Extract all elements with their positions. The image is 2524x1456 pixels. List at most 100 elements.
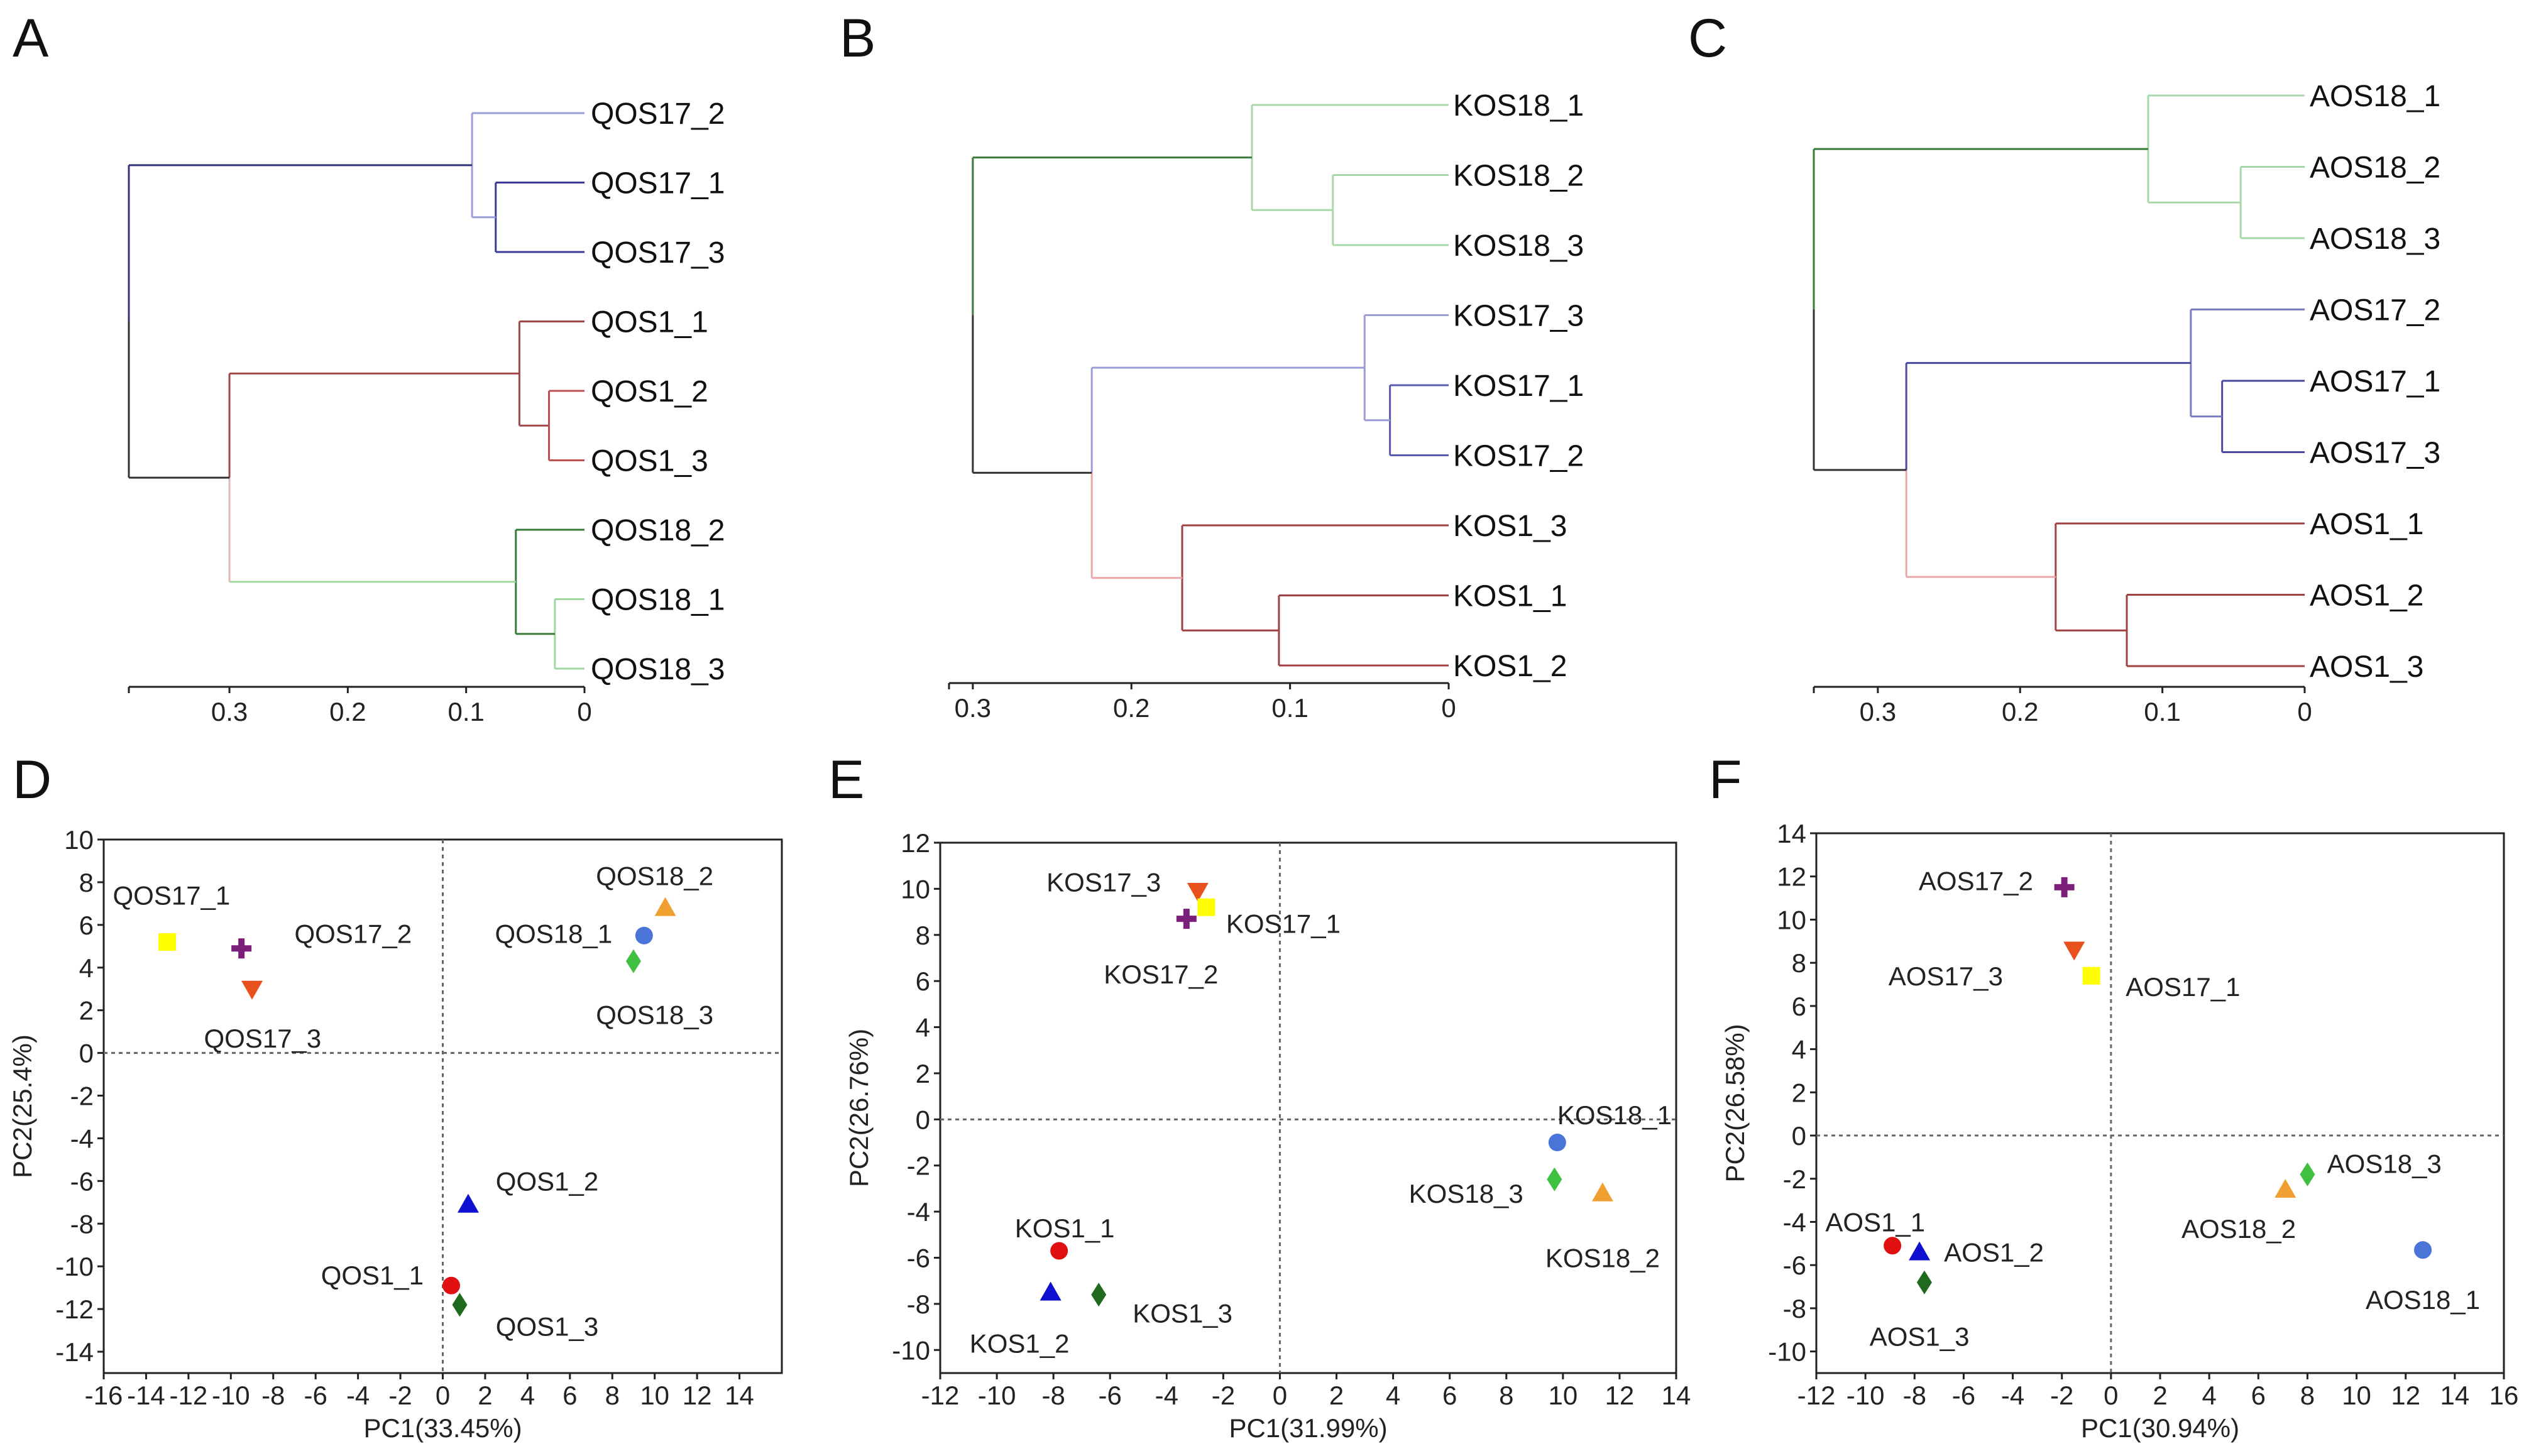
x-tick-label: -14 xyxy=(127,1381,165,1410)
point-label: QOS1_1 xyxy=(321,1261,424,1290)
axis-tick-label: 0.1 xyxy=(1271,693,1308,723)
x-tick-label: 4 xyxy=(1386,1381,1400,1410)
x-tick-label: 0 xyxy=(436,1381,450,1410)
x-tick-label: -8 xyxy=(261,1381,285,1410)
y-tick-label: 8 xyxy=(79,868,94,897)
y-tick-label: -2 xyxy=(70,1081,94,1111)
point-label: QOS18_3 xyxy=(596,1000,713,1029)
x-tick-label: -4 xyxy=(2001,1381,2024,1410)
scatter-panel-d: D-16 -14 -12 -10 -8 -6 -4 -2 0 2 4 6 8 10 12 14-14-12-1… xyxy=(8,750,783,1443)
point-marker xyxy=(1884,1237,1902,1255)
y-axis-title: PC2(25.4%) xyxy=(8,1034,37,1178)
y-tick-label: -2 xyxy=(1783,1164,1806,1194)
axis-tick-label: 0 xyxy=(2297,697,2312,726)
x-tick-label: 10 xyxy=(1548,1381,1578,1410)
point-label: QOS1_3 xyxy=(496,1311,598,1341)
point-label: AOS17_1 xyxy=(2126,972,2240,1002)
y-tick-label: 2 xyxy=(916,1059,930,1088)
x-axis-title: PC1(30.94%) xyxy=(2081,1413,2239,1443)
point-marker xyxy=(442,1276,460,1295)
y-tick-label: 6 xyxy=(916,966,930,996)
leaf-label: QOS17_1 xyxy=(591,167,725,200)
x-tick-label: -12 xyxy=(1797,1381,1836,1410)
point-label: KOS1_1 xyxy=(1015,1213,1115,1243)
x-tick-label: -6 xyxy=(1952,1381,1975,1410)
y-tick-label: 6 xyxy=(1792,992,1806,1021)
x-tick-label: -10 xyxy=(978,1381,1016,1410)
y-tick-label: -2 xyxy=(907,1151,930,1181)
x-tick-label: 10 xyxy=(640,1381,669,1410)
point-marker xyxy=(158,933,177,951)
point-label: QOS18_1 xyxy=(495,919,612,948)
y-tick-label: 4 xyxy=(79,953,94,983)
point-label: AOS17_3 xyxy=(1889,961,2003,991)
y-axis-title: PC2(26.58%) xyxy=(1720,1024,1750,1182)
y-tick-label: -6 xyxy=(70,1166,94,1196)
x-tick-label: -6 xyxy=(1099,1381,1122,1410)
leaf-label: QOS17_2 xyxy=(591,97,725,131)
leaf-label: QOS17_3 xyxy=(591,236,725,270)
x-tick-label: 12 xyxy=(2391,1381,2420,1410)
y-tick-label: -8 xyxy=(70,1209,94,1239)
x-tick-label: 12 xyxy=(683,1381,712,1410)
y-tick-label: 8 xyxy=(1792,948,1806,978)
leaf-label: KOS17_2 xyxy=(1453,440,1584,473)
y-tick-label: 14 xyxy=(1777,819,1806,848)
leaf-label: AOS18_1 xyxy=(2310,80,2440,113)
y-tick-label: -8 xyxy=(907,1289,930,1319)
point-marker xyxy=(452,1293,468,1317)
x-tick-label: 8 xyxy=(605,1381,620,1410)
x-tick-label: 0 xyxy=(1273,1381,1287,1410)
x-tick-label: 2 xyxy=(1329,1381,1344,1410)
point-marker xyxy=(1197,898,1215,916)
point-label: KOS18_2 xyxy=(1545,1244,1660,1273)
x-tick-label: 6 xyxy=(1442,1381,1457,1410)
y-tick-label: -10 xyxy=(55,1252,94,1281)
point-marker xyxy=(1548,1134,1566,1152)
y-tick-label: -4 xyxy=(70,1124,94,1153)
point-label: AOS18_1 xyxy=(2366,1285,2480,1315)
leaf-label: KOS18_2 xyxy=(1453,160,1584,193)
x-tick-label: -2 xyxy=(1212,1381,1235,1410)
leaf-label: QOS1_3 xyxy=(591,445,708,478)
point-label: KOS17_3 xyxy=(1046,867,1161,897)
axis-tick-label: 0.2 xyxy=(1113,693,1150,723)
leaf-label: QOS18_3 xyxy=(591,653,725,686)
x-tick-label: -8 xyxy=(1903,1381,1926,1410)
x-tick-label: 0 xyxy=(2104,1381,2118,1410)
y-tick-label: 6 xyxy=(79,911,94,940)
x-tick-label: -10 xyxy=(1846,1381,1885,1410)
y-tick-label: 2 xyxy=(1792,1078,1806,1107)
y-tick-label: 12 xyxy=(1777,862,1806,892)
x-tick-label: 12 xyxy=(1605,1381,1635,1410)
point-marker xyxy=(1050,1242,1068,1260)
axis-tick-label: 0.3 xyxy=(211,697,248,726)
axis-tick-label: 0.3 xyxy=(955,693,991,723)
x-tick-label: 6 xyxy=(562,1381,577,1410)
x-tick-label: 8 xyxy=(1499,1381,1513,1410)
y-tick-label: 10 xyxy=(901,874,930,904)
point-marker xyxy=(1040,1281,1062,1301)
leaf-label: AOS17_2 xyxy=(2310,294,2440,327)
point-label: KOS1_3 xyxy=(1133,1299,1232,1328)
y-tick-label: -4 xyxy=(907,1197,930,1227)
x-tick-label: -12 xyxy=(170,1381,208,1410)
point-marker xyxy=(1916,1270,1932,1295)
point-label: KOS18_3 xyxy=(1409,1179,1523,1208)
point-label: QOS18_2 xyxy=(596,862,713,891)
x-tick-label: -16 xyxy=(85,1381,123,1410)
point-marker xyxy=(2274,1178,2296,1198)
point-marker xyxy=(241,980,263,1000)
x-tick-label: 2 xyxy=(2153,1381,2167,1410)
point-marker xyxy=(1591,1182,1613,1201)
point-marker xyxy=(654,897,676,916)
y-tick-label: 0 xyxy=(79,1039,94,1068)
point-label: QOS17_3 xyxy=(204,1024,321,1053)
y-tick-label: -12 xyxy=(55,1295,94,1324)
dendrogram-panel-a: A QOS17_2 QOS17_1 QOS17_3 QOS1_1 QOS1_2 QOS1_3… xyxy=(13,8,725,726)
leaf-label: QOS18_2 xyxy=(591,514,725,547)
leaf-label: KOS18_1 xyxy=(1453,89,1584,123)
x-tick-label: 2 xyxy=(478,1381,492,1410)
x-tick-label: 10 xyxy=(2342,1381,2371,1410)
dendrogram-panel-c: C AOS18_1 AOS18_2 AOS18_3 AOS17_2 AOS17_1 AOS1… xyxy=(1688,8,2440,726)
